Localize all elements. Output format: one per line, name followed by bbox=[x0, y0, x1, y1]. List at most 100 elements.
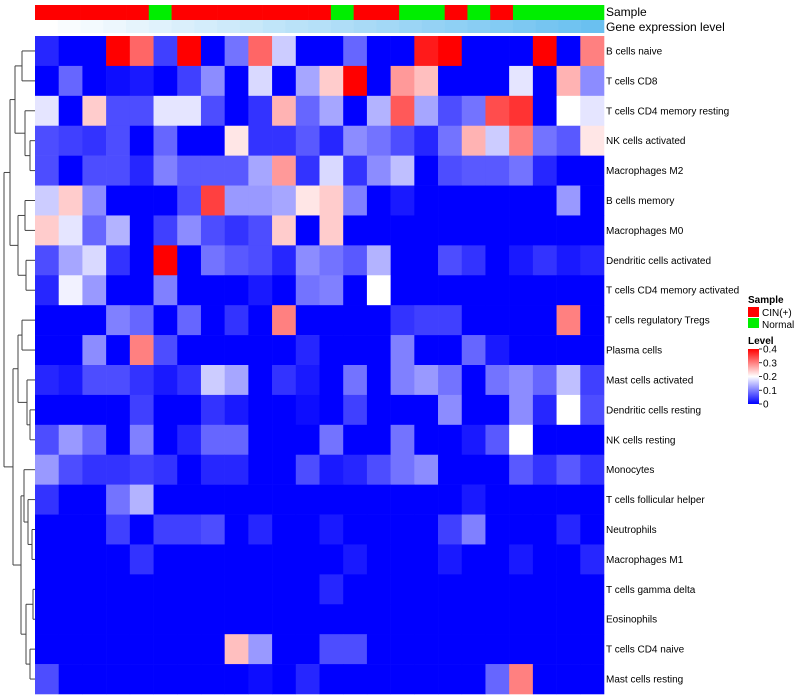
heatmap-cell bbox=[366, 574, 391, 605]
heatmap-cell bbox=[532, 335, 557, 366]
heatmap-cell bbox=[272, 604, 297, 635]
heatmap-cell bbox=[366, 245, 391, 276]
heatmap-cell bbox=[438, 544, 463, 575]
heatmap-cell bbox=[366, 125, 391, 156]
sample-cell bbox=[262, 5, 286, 20]
heatmap-cell bbox=[295, 604, 320, 635]
heatmap-cell bbox=[224, 185, 249, 216]
row-label: Mast cells resting bbox=[606, 675, 683, 686]
heatmap-cell bbox=[106, 544, 131, 575]
heatmap-cell bbox=[82, 604, 107, 635]
heatmap-cell bbox=[343, 65, 368, 97]
heatmap-cell bbox=[272, 574, 297, 605]
heatmap-cell bbox=[272, 634, 297, 665]
heatmap-cell bbox=[153, 215, 178, 246]
heatmap-cell bbox=[532, 514, 557, 545]
heatmap-cell bbox=[509, 275, 534, 306]
heatmap-cell bbox=[82, 65, 107, 97]
heatmap-cell bbox=[35, 215, 60, 246]
heatmap-cell bbox=[414, 185, 439, 216]
heatmap-cell bbox=[390, 365, 415, 396]
heatmap-cell bbox=[414, 36, 439, 67]
heatmap-cell bbox=[390, 544, 415, 575]
legend-swatch-cin bbox=[748, 307, 759, 317]
heatmap-cell bbox=[58, 125, 83, 156]
heatmap-cell bbox=[532, 215, 557, 246]
heatmap-cell bbox=[224, 365, 249, 396]
heatmap-cell bbox=[390, 424, 415, 456]
heatmap-cell bbox=[58, 664, 83, 695]
level-color-bar bbox=[748, 349, 759, 404]
sample-cell bbox=[308, 5, 332, 20]
heatmap-cell bbox=[366, 305, 391, 336]
heatmap-cell bbox=[106, 454, 131, 485]
heatmap-cell bbox=[129, 335, 154, 366]
heatmap-cell bbox=[485, 544, 510, 575]
heatmap-cell bbox=[390, 604, 415, 635]
heatmap-cell bbox=[153, 125, 178, 156]
heatmap-cell bbox=[414, 394, 439, 426]
heatmap-cell bbox=[35, 185, 60, 216]
heatmap-cell bbox=[556, 335, 581, 366]
heatmap-cell bbox=[390, 36, 415, 67]
heatmap-cell bbox=[224, 215, 249, 246]
heatmap-cell bbox=[177, 664, 202, 695]
gene-annotation-label: Gene expression level bbox=[606, 20, 725, 34]
heatmap-cell bbox=[153, 574, 178, 605]
heatmap-cell bbox=[461, 95, 486, 127]
heatmap-cell bbox=[366, 484, 391, 515]
heatmap-cell bbox=[509, 454, 534, 485]
heatmap-cell bbox=[390, 305, 415, 336]
heatmap-cell bbox=[224, 514, 249, 545]
heatmap-cell bbox=[272, 305, 297, 336]
heatmap-cell bbox=[200, 185, 225, 216]
heatmap-cell bbox=[200, 65, 225, 97]
heatmap-cell bbox=[461, 604, 486, 635]
heatmap-cell bbox=[272, 514, 297, 545]
heatmap-cell bbox=[414, 65, 439, 97]
heatmap-cell bbox=[58, 245, 83, 276]
heatmap-cell bbox=[224, 394, 249, 426]
heatmap-cell bbox=[200, 125, 225, 156]
heatmap-cell bbox=[366, 454, 391, 485]
heatmap-cell bbox=[35, 275, 60, 306]
heatmap-cell bbox=[248, 604, 273, 635]
level-legend-title: Level bbox=[748, 336, 774, 347]
heatmap-cell bbox=[509, 125, 534, 156]
heatmap-cell bbox=[461, 365, 486, 396]
row-label: T cells CD8 bbox=[606, 76, 658, 87]
heatmap-cell bbox=[35, 544, 60, 575]
heatmap-cell bbox=[248, 335, 273, 366]
heatmap-cell bbox=[58, 95, 83, 127]
heatmap-cell bbox=[414, 454, 439, 485]
heatmap-cell bbox=[414, 335, 439, 366]
heatmap-cell bbox=[200, 514, 225, 545]
heatmap-cell bbox=[248, 36, 273, 67]
heatmap-cell bbox=[509, 335, 534, 366]
heatmap-cell bbox=[390, 95, 415, 127]
heatmap-cell bbox=[153, 394, 178, 426]
heatmap-cell bbox=[35, 424, 60, 456]
heatmap-cell bbox=[532, 155, 557, 186]
heatmap-cell bbox=[390, 454, 415, 485]
sample-cell bbox=[57, 5, 81, 20]
heatmap-cell bbox=[414, 424, 439, 456]
heatmap-cell bbox=[106, 305, 131, 336]
heatmap-cell bbox=[509, 215, 534, 246]
heatmap-cell bbox=[295, 424, 320, 456]
heatmap-cell bbox=[295, 215, 320, 246]
gene-level-cell bbox=[558, 20, 582, 33]
heatmap-cell bbox=[106, 215, 131, 246]
heatmap-cell bbox=[153, 544, 178, 575]
heatmap-cell bbox=[153, 245, 178, 276]
heatmap-cell bbox=[319, 245, 344, 276]
heatmap-cell bbox=[177, 634, 202, 665]
heatmap-cell bbox=[177, 574, 202, 605]
heatmap-cell bbox=[177, 335, 202, 366]
heatmap-cell bbox=[509, 574, 534, 605]
heatmap-cell bbox=[106, 275, 131, 306]
heatmap-cell bbox=[272, 335, 297, 366]
heatmap-cell bbox=[366, 65, 391, 97]
row-label: Macrophages M0 bbox=[606, 226, 684, 237]
heatmap-cell bbox=[461, 275, 486, 306]
